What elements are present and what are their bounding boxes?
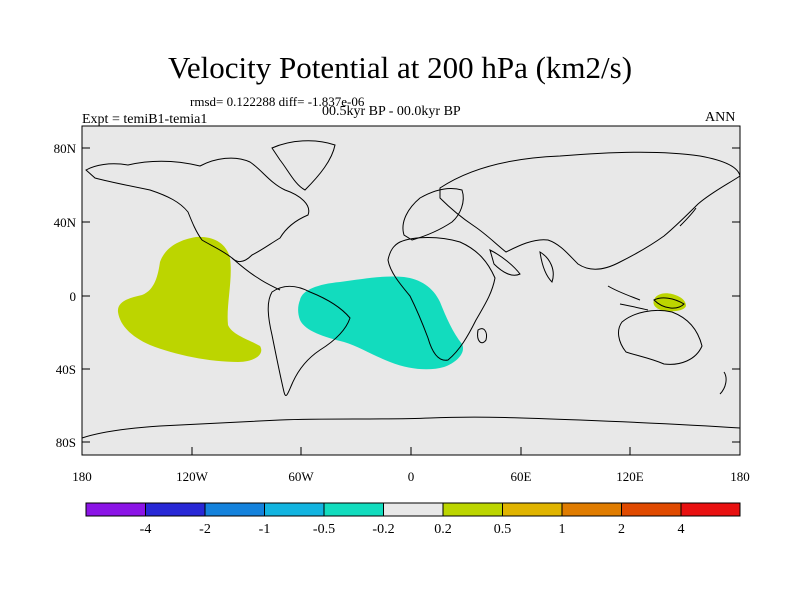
colorbar-label: -4 <box>140 522 152 537</box>
y-tick-label: 40N <box>54 215 77 230</box>
eastern-pacific-positive-region <box>117 236 262 362</box>
colorbar-swatch <box>145 502 206 517</box>
map-title: Velocity Potential at 200 hPa (km2/s) <box>167 50 633 85</box>
period-text: 00.5kyr BP - 00.0kyr BP <box>322 104 461 119</box>
colorbar-swatch <box>264 502 325 517</box>
colorbar-label: 1 <box>559 522 566 537</box>
x-tick-label: 60E <box>511 469 532 484</box>
colorbar-swatch <box>85 502 146 517</box>
colorbar-label: 0.5 <box>494 522 512 537</box>
colorbar-swatch <box>323 502 384 517</box>
season-text: ANN <box>705 110 736 125</box>
colorbar-swatch <box>680 502 741 517</box>
y-tick-label: 0 <box>70 289 77 304</box>
colorbar-swatch <box>502 502 563 517</box>
x-tick-label: 0 <box>408 469 415 484</box>
x-tick-label: 60W <box>288 469 314 484</box>
y-tick-label: 80S <box>56 435 76 450</box>
colorbar-label: 2 <box>618 522 625 537</box>
south-atlantic-negative-region <box>298 276 464 370</box>
colorbar-label: 0.2 <box>434 522 452 537</box>
colorbar <box>85 502 741 517</box>
stats-text: rmsd= 0.122288 diff= -1.837e-06 <box>190 94 365 109</box>
colorbar-label: 4 <box>678 522 685 537</box>
y-tick-label: 40S <box>56 362 76 377</box>
x-tick-label: 120E <box>616 469 644 484</box>
colorbar-label: -1 <box>259 522 271 537</box>
colorbar-label: -2 <box>199 522 211 537</box>
colorbar-swatch <box>561 502 622 517</box>
y-tick-label: 80N <box>54 141 77 156</box>
x-tick-label: 180 <box>72 469 92 484</box>
colorbar-swatch <box>383 502 444 517</box>
colorbar-swatch <box>621 502 682 517</box>
colorbar-label: -0.2 <box>372 522 394 537</box>
colorbar-label: -0.5 <box>313 522 335 537</box>
experiment-text: Expt = temiB1-temia1 <box>82 112 208 127</box>
x-tick-label: 180 <box>730 469 750 484</box>
colorbar-swatch <box>204 502 265 517</box>
colorbar-swatch <box>442 502 503 517</box>
x-tick-label: 120W <box>176 469 209 484</box>
tick-marks <box>81 147 741 455</box>
coastlines <box>81 140 741 439</box>
